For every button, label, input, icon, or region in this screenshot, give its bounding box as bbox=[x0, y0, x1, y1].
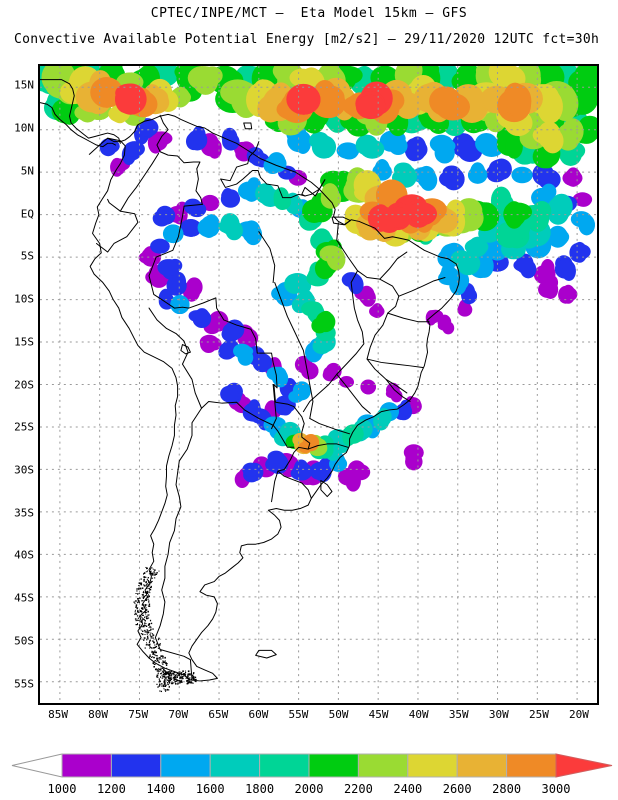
y-axis-tick-label: 10N bbox=[14, 121, 34, 135]
x-axis-tick-label: 50W bbox=[328, 708, 349, 721]
colorbar-swatches bbox=[11, 753, 613, 778]
x-axis-tick-label: 35W bbox=[448, 708, 469, 721]
colorbar-tick-label: 2600 bbox=[442, 782, 472, 796]
gridline-layer bbox=[40, 66, 597, 703]
y-axis-tick-label: 55S bbox=[14, 677, 34, 691]
map-plot-area bbox=[38, 64, 599, 705]
coastline-layer bbox=[40, 79, 460, 693]
colorbar-tick-label: 2800 bbox=[492, 782, 522, 796]
x-axis-tick-label: 65W bbox=[208, 708, 229, 721]
colorbar-tick-label: 1400 bbox=[146, 782, 176, 796]
colorbar-tick-label: 1800 bbox=[245, 782, 275, 796]
x-axis-tick-label: 75W bbox=[128, 708, 149, 721]
x-axis-tick-label: 45W bbox=[368, 708, 389, 721]
x-axis-tick-label: 55W bbox=[288, 708, 309, 721]
colorbar-tick-label: 2200 bbox=[343, 782, 373, 796]
x-axis-tick-label: 70W bbox=[168, 708, 189, 721]
x-axis-tick-label: 25W bbox=[528, 708, 549, 721]
x-axis-tick-label: 40W bbox=[408, 708, 429, 721]
x-axis-tick-label: 20W bbox=[569, 708, 589, 721]
x-axis-tick-label: 85W bbox=[48, 708, 68, 721]
y-axis-tick-label: 25S bbox=[14, 420, 34, 434]
colorbar-tick-label: 1000 bbox=[47, 782, 77, 796]
y-axis-tick-label: 10S bbox=[14, 292, 34, 306]
y-axis-tick-label: 15N bbox=[14, 78, 34, 92]
y-axis-tick-label: 35S bbox=[14, 506, 34, 520]
x-axis-tick-label: 30W bbox=[488, 708, 509, 721]
colorbar-tick-label: 1200 bbox=[96, 782, 126, 796]
map-svg bbox=[40, 66, 597, 703]
y-axis-tick-label: 50S bbox=[14, 634, 34, 648]
y-axis-tick-label: EQ bbox=[20, 207, 34, 221]
colorbar-tick-label: 1600 bbox=[195, 782, 225, 796]
colorbar-tick-label: 2000 bbox=[294, 782, 324, 796]
y-axis-tick-label: 5N bbox=[20, 164, 34, 178]
cape-contour-layer bbox=[40, 66, 597, 492]
x-axis-tick-label: 80W bbox=[88, 708, 109, 721]
page-title: CPTEC/INPE/MCT — Eta Model 15km — GFS bbox=[150, 6, 468, 21]
y-axis-tick-label: 5S bbox=[20, 249, 34, 263]
colorbar bbox=[0, 748, 618, 796]
y-axis-tick-label: 30S bbox=[14, 463, 34, 477]
colorbar-tick-label: 2400 bbox=[393, 782, 423, 796]
y-axis-tick-label: 15S bbox=[14, 335, 34, 349]
x-axis-tick-label: 60W bbox=[248, 708, 269, 721]
y-axis-tick-label: 40S bbox=[14, 548, 34, 562]
page-subtitle: Convective Available Potential Energy [m… bbox=[14, 32, 600, 47]
y-axis-tick-label: 45S bbox=[14, 591, 34, 605]
y-axis-tick-label: 20S bbox=[14, 378, 34, 391]
colorbar-tick-label: 3000 bbox=[541, 782, 571, 796]
